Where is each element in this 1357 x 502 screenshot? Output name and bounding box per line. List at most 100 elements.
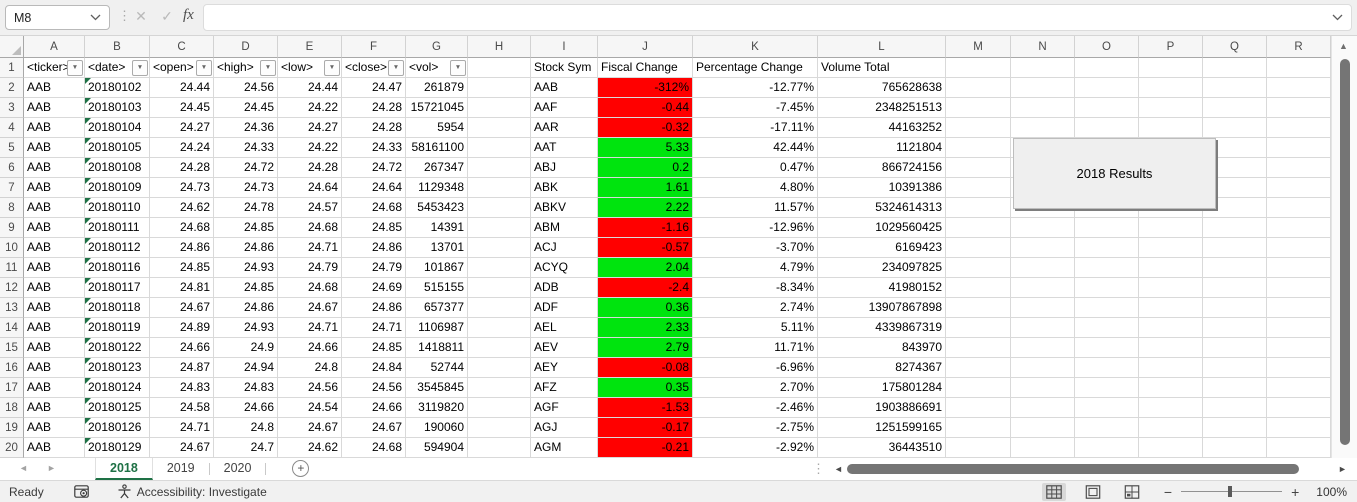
cell-m6[interactable]: [946, 158, 1011, 178]
cell-p20[interactable]: [1139, 438, 1203, 458]
cell-i14[interactable]: AEL: [531, 318, 598, 338]
cell-l16[interactable]: 8274367: [818, 358, 946, 378]
cell-r6[interactable]: [1267, 158, 1331, 178]
filter-dropdown-button[interactable]: ▼: [324, 59, 340, 76]
page-break-view-button[interactable]: [1120, 483, 1144, 501]
row-header-17[interactable]: 17: [0, 378, 24, 398]
cell-b20[interactable]: 20180129: [85, 438, 150, 458]
cell-d3[interactable]: 24.45: [214, 98, 278, 118]
cell-h9[interactable]: [468, 218, 531, 238]
cell-p14[interactable]: [1139, 318, 1203, 338]
cell-p16[interactable]: [1139, 358, 1203, 378]
cell-i5[interactable]: AAT: [531, 138, 598, 158]
cell-h7[interactable]: [468, 178, 531, 198]
cell-b4[interactable]: 20180104: [85, 118, 150, 138]
cell-o10[interactable]: [1075, 238, 1139, 258]
row-header-8[interactable]: 8: [0, 198, 24, 218]
cell-e13[interactable]: 24.67: [278, 298, 342, 318]
tab-2019[interactable]: 2019: [166, 461, 195, 475]
cell-b14[interactable]: 20180119: [85, 318, 150, 338]
cell-f14[interactable]: 24.71: [342, 318, 406, 338]
cell-j5[interactable]: 5.33: [598, 138, 693, 158]
cell-n3[interactable]: [1011, 98, 1075, 118]
column-header-e[interactable]: E: [278, 36, 342, 58]
cell-h16[interactable]: [468, 358, 531, 378]
cell-a11[interactable]: AAB: [24, 258, 85, 278]
cell-d5[interactable]: 24.33: [214, 138, 278, 158]
cell-p2[interactable]: [1139, 78, 1203, 98]
row-header-11[interactable]: 11: [0, 258, 24, 278]
cell-k16[interactable]: -6.96%: [693, 358, 818, 378]
column-header-f[interactable]: F: [342, 36, 406, 58]
cell-l9[interactable]: 1029560425: [818, 218, 946, 238]
cell-m16[interactable]: [946, 358, 1011, 378]
cell-a9[interactable]: AAB: [24, 218, 85, 238]
cell-p12[interactable]: [1139, 278, 1203, 298]
cell-k5[interactable]: 42.44%: [693, 138, 818, 158]
cell-r16[interactable]: [1267, 358, 1331, 378]
cell-d14[interactable]: 24.93: [214, 318, 278, 338]
cell-f7[interactable]: 24.64: [342, 178, 406, 198]
cell-e14[interactable]: 24.71: [278, 318, 342, 338]
cell-j4[interactable]: -0.32: [598, 118, 693, 138]
cell-k17[interactable]: 2.70%: [693, 378, 818, 398]
cell-r10[interactable]: [1267, 238, 1331, 258]
cell-i13[interactable]: ADF: [531, 298, 598, 318]
row-header-16[interactable]: 16: [0, 358, 24, 378]
cell-g13[interactable]: 657377: [406, 298, 468, 318]
cell-k18[interactable]: -2.46%: [693, 398, 818, 418]
cell-g4[interactable]: 5954: [406, 118, 468, 138]
cell-b2[interactable]: 20180102: [85, 78, 150, 98]
cell-a4[interactable]: AAB: [24, 118, 85, 138]
cell-e7[interactable]: 24.64: [278, 178, 342, 198]
cell-g9[interactable]: 14391: [406, 218, 468, 238]
cell-i9[interactable]: ABM: [531, 218, 598, 238]
cell-n13[interactable]: [1011, 298, 1075, 318]
cell-a14[interactable]: AAB: [24, 318, 85, 338]
cell-m10[interactable]: [946, 238, 1011, 258]
insert-function-icon[interactable]: fx: [183, 7, 194, 23]
cell-m8[interactable]: [946, 198, 1011, 218]
cell-q11[interactable]: [1203, 258, 1267, 278]
column-header-r[interactable]: R: [1267, 36, 1331, 58]
cell-c7[interactable]: 24.73: [150, 178, 214, 198]
cell-j2[interactable]: -312%: [598, 78, 693, 98]
macro-record-button[interactable]: [73, 485, 89, 498]
cell-q18[interactable]: [1203, 398, 1267, 418]
cell-h13[interactable]: [468, 298, 531, 318]
cell-r13[interactable]: [1267, 298, 1331, 318]
cell-f12[interactable]: 24.69: [342, 278, 406, 298]
cell-j14[interactable]: 2.33: [598, 318, 693, 338]
cell-i16[interactable]: AEY: [531, 358, 598, 378]
cell-h20[interactable]: [468, 438, 531, 458]
cell-b18[interactable]: 20180125: [85, 398, 150, 418]
cell-l13[interactable]: 13907867898: [818, 298, 946, 318]
cell-h18[interactable]: [468, 398, 531, 418]
cell-i2[interactable]: AAB: [531, 78, 598, 98]
cell-l6[interactable]: 866724156: [818, 158, 946, 178]
cell-c8[interactable]: 24.62: [150, 198, 214, 218]
cell-j16[interactable]: -0.08: [598, 358, 693, 378]
row-header-14[interactable]: 14: [0, 318, 24, 338]
cell-f8[interactable]: 24.68: [342, 198, 406, 218]
cell-d6[interactable]: 24.72: [214, 158, 278, 178]
column-header-g[interactable]: G: [406, 36, 468, 58]
cell-l3[interactable]: 2348251513: [818, 98, 946, 118]
cell-q20[interactable]: [1203, 438, 1267, 458]
cell-k7[interactable]: 4.80%: [693, 178, 818, 198]
cell-e18[interactable]: 24.54: [278, 398, 342, 418]
hscroll-thumb[interactable]: [847, 464, 1299, 474]
cell-d1[interactable]: <high> ▼: [214, 58, 278, 78]
tab-2018[interactable]: 2018: [95, 458, 153, 480]
cell-a3[interactable]: AAB: [24, 98, 85, 118]
cell-p1[interactable]: [1139, 58, 1203, 78]
cell-k13[interactable]: 2.74%: [693, 298, 818, 318]
cell-e8[interactable]: 24.57: [278, 198, 342, 218]
column-header-l[interactable]: L: [818, 36, 946, 58]
cell-e1[interactable]: <low> ▼: [278, 58, 342, 78]
cell-h3[interactable]: [468, 98, 531, 118]
results-button[interactable]: 2018 Results: [1013, 138, 1216, 209]
cell-m13[interactable]: [946, 298, 1011, 318]
cell-r1[interactable]: [1267, 58, 1331, 78]
cell-d13[interactable]: 24.86: [214, 298, 278, 318]
